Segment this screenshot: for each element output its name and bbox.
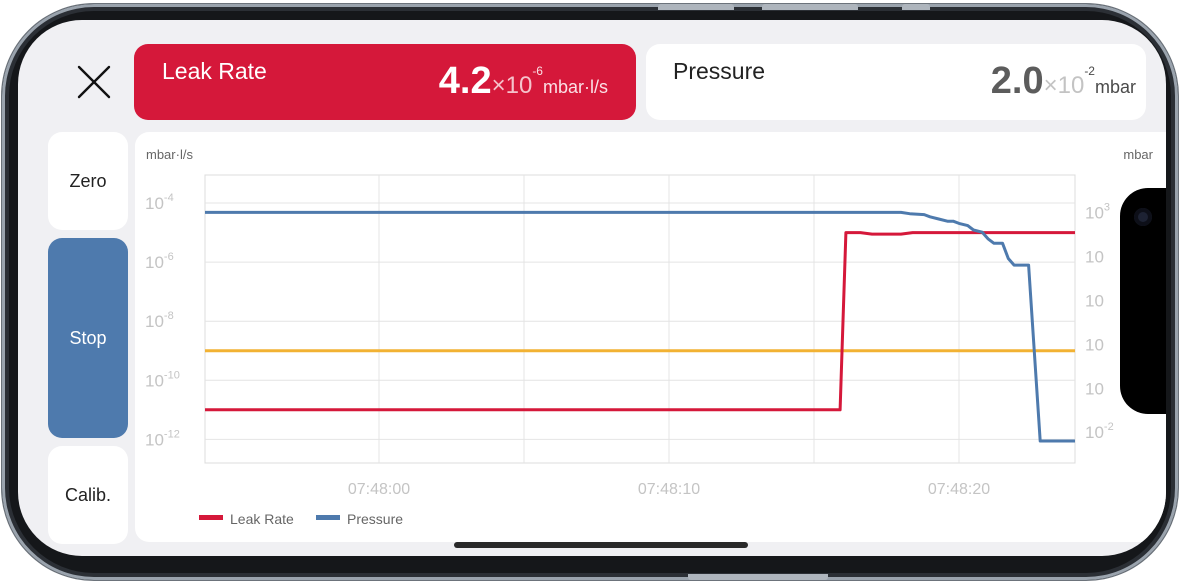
- chart-legend: Leak Rate Pressure: [199, 511, 403, 527]
- right-tick-label: 10: [1085, 247, 1104, 266]
- pressure-mantissa: 2.0: [990, 60, 1044, 102]
- left-tick-label: 10-4: [145, 192, 174, 213]
- x-tick-label: 07:48:20: [928, 481, 990, 498]
- pressure-series-line: [205, 210, 1075, 443]
- left-tick-exponent: -4: [164, 192, 174, 204]
- leak-rate-title: Leak Rate: [162, 58, 267, 84]
- left-tick-label: 10-10: [145, 369, 180, 390]
- right-axis-unit: mbar: [1123, 147, 1153, 162]
- action-button: [902, 4, 930, 10]
- leak-rate-unit: mbar·l/s: [542, 77, 608, 97]
- pressure-value: 2.0×10-2mbar: [991, 60, 1136, 103]
- legend-label: Leak Rate: [230, 511, 294, 527]
- legend-swatch: [316, 515, 340, 520]
- right-tick-label: 10: [1085, 291, 1104, 310]
- left-axis-ticks: 10-4 10-6 10-8 10-10 10-12: [145, 192, 180, 449]
- left-tick-label: 10-12: [145, 428, 180, 449]
- leak-rate-times: ×10: [491, 72, 533, 99]
- x-tick-label: 07:48:10: [638, 481, 700, 498]
- stop-button[interactable]: Stop: [48, 238, 128, 438]
- left-tick-label: 10-8: [145, 310, 174, 331]
- leak-rate-mantissa: 4.2: [438, 60, 492, 102]
- zero-button[interactable]: Zero: [48, 132, 128, 230]
- power-button: [688, 574, 828, 580]
- left-axis-unit: mbar·l/s: [146, 147, 193, 162]
- legend-swatch: [199, 515, 223, 520]
- plot-border: [204, 174, 1076, 464]
- left-tick-exponent: -12: [164, 428, 180, 440]
- x-axis-ticks: 07:48:00 07:48:10 07:48:20: [348, 481, 990, 498]
- close-button[interactable]: [74, 62, 114, 102]
- app-screen: Leak Rate 4.2×10-6mbar·l/s Pressure 2.0×…: [18, 20, 1166, 556]
- volume-button: [762, 4, 858, 10]
- pressure-exponent: -2: [1084, 64, 1095, 78]
- leak-pressure-chart: 10-4 10-6 10-8 10-10 10-12 103 10 10 10 10 10-2 0…: [145, 147, 1154, 527]
- left-tick-exponent: -6: [164, 251, 174, 263]
- legend-label: Pressure: [347, 511, 403, 527]
- right-tick-label: 103: [1085, 201, 1110, 222]
- left-tick-exponent: -8: [164, 310, 174, 322]
- pressure-card: Pressure 2.0×10-2mbar: [646, 44, 1146, 120]
- phone-frame: Leak Rate 4.2×10-6mbar·l/s Pressure 2.0×…: [2, 4, 1178, 580]
- left-tick-label: 10-6: [145, 251, 174, 272]
- front-camera: [1134, 208, 1152, 226]
- chart-panel: 10-4 10-6 10-8 10-10 10-12 103 10 10 10 10 10-2 0…: [135, 132, 1166, 542]
- x-tick-label: 07:48:00: [348, 481, 410, 498]
- chart-series: [205, 210, 1075, 443]
- right-tick-label: 10: [1085, 335, 1104, 354]
- right-tick-exponent: -2: [1104, 421, 1114, 433]
- leak-rate-series-line: [205, 231, 1075, 412]
- pressure-unit: mbar: [1094, 77, 1136, 97]
- camera-notch: [1120, 188, 1166, 414]
- pressure-title: Pressure: [673, 58, 766, 84]
- home-indicator[interactable]: [454, 542, 748, 548]
- leak-rate-card: Leak Rate 4.2×10-6mbar·l/s: [134, 44, 636, 120]
- left-tick-exponent: -10: [164, 369, 180, 381]
- leak-rate-value: 4.2×10-6mbar·l/s: [439, 60, 608, 103]
- close-x-icon: [77, 65, 111, 99]
- right-tick-label: 10: [1085, 379, 1104, 398]
- right-axis-ticks: 103 10 10 10 10 10-2: [1085, 201, 1114, 442]
- chart-grid: [204, 174, 1076, 464]
- right-tick-exponent: 3: [1104, 201, 1110, 213]
- volume-button: [658, 4, 734, 10]
- pressure-times: ×10: [1043, 72, 1085, 99]
- right-tick-label: 10-2: [1085, 421, 1114, 442]
- leak-rate-exponent: -6: [532, 64, 543, 78]
- calibrate-button[interactable]: Calib.: [48, 446, 128, 544]
